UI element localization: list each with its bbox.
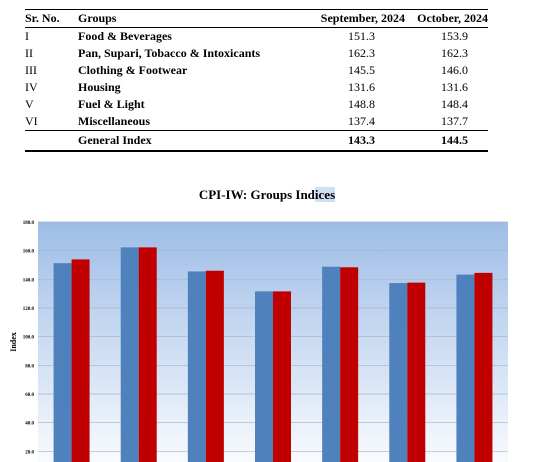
y-tick-label: 120.0 <box>23 307 35 312</box>
header-sr-no: Sr. No. <box>25 9 78 28</box>
table-row: III Clothing & Footwear 145.5 146.0 <box>25 62 488 79</box>
y-tick-label: 80.0 <box>25 364 34 369</box>
bar-series1 <box>255 291 273 462</box>
bar-series1 <box>120 247 139 462</box>
row-sr-no: VI <box>25 114 38 128</box>
bar-series2 <box>474 272 493 462</box>
chart-title: CPI-IW: Groups Indices <box>0 187 534 203</box>
header-october: October, 2024 <box>405 9 488 28</box>
row-group: Fuel & Light <box>78 97 145 111</box>
row-sr-no: III <box>25 63 37 77</box>
table-row: V Fuel & Light 148.8 148.4 <box>25 96 488 113</box>
chart-title-highlighted-text: ices <box>314 187 336 202</box>
row-sr-no: V <box>25 97 34 111</box>
total-october-value: 144.5 <box>405 130 488 152</box>
table-row: IV Housing 131.6 131.6 <box>25 79 488 96</box>
row-october-value: 148.4 <box>441 97 468 111</box>
table-row: II Pan, Supari, Tobacco & Intoxicants 16… <box>25 45 488 62</box>
bar-series2 <box>407 282 426 462</box>
bar-series2 <box>138 247 157 462</box>
row-october-value: 131.6 <box>441 80 468 94</box>
row-october-value: 162.3 <box>441 46 468 60</box>
total-sr-no <box>25 130 78 152</box>
table-row: VI Miscellaneous 137.4 137.7 <box>25 113 488 131</box>
row-october-value: 153.9 <box>441 29 468 43</box>
total-group: General Index <box>78 130 290 152</box>
bar-series2 <box>205 270 224 462</box>
row-sr-no: I <box>25 29 29 43</box>
y-tick-label: 40.0 <box>25 422 34 427</box>
row-group: Pan, Supari, Tobacco & Intoxicants <box>78 46 261 60</box>
chart-title-text: CPI-IW: Groups Ind <box>198 187 315 202</box>
y-tick-label: 100.0 <box>23 336 35 341</box>
bar-series2 <box>340 267 359 462</box>
row-september-value: 145.5 <box>348 63 375 77</box>
row-october-value: 146.0 <box>441 63 468 77</box>
header-groups: Groups <box>78 9 290 28</box>
header-september: September, 2024 <box>290 9 405 28</box>
bar-series2 <box>273 291 291 462</box>
row-group: Clothing & Footwear <box>78 63 188 77</box>
table-row: I Food & Beverages 151.3 153.9 <box>25 28 488 46</box>
bar-series1 <box>53 263 72 462</box>
row-sr-no: IV <box>25 80 38 94</box>
row-september-value: 162.3 <box>348 46 375 60</box>
bar-series2 <box>71 259 90 462</box>
row-group: Food & Beverages <box>78 29 172 43</box>
row-september-value: 137.4 <box>348 114 375 128</box>
bar-series1 <box>389 283 408 462</box>
total-september-value: 143.3 <box>290 130 405 152</box>
table-total-row: General Index 143.3 144.5 <box>25 130 488 152</box>
y-axis-label: Index <box>9 332 18 352</box>
row-group: Housing <box>78 80 121 94</box>
cpi-groups-table: Sr. No. Groups September, 2024 October, … <box>25 9 488 152</box>
bar-series1 <box>187 271 206 462</box>
table-header-row: Sr. No. Groups September, 2024 October, … <box>25 9 488 28</box>
y-tick-label: 60.0 <box>25 393 34 398</box>
y-tick-label: 140.0 <box>23 278 35 283</box>
row-october-value: 137.7 <box>441 114 468 128</box>
row-sr-no: II <box>25 46 33 60</box>
row-group: Miscellaneous <box>78 114 150 128</box>
y-tick-label: 180.0 <box>23 221 35 226</box>
y-tick-label: 20.0 <box>25 450 34 455</box>
bar-series1 <box>456 274 475 462</box>
bar-series1 <box>322 266 341 462</box>
row-september-value: 148.8 <box>348 97 375 111</box>
row-september-value: 151.3 <box>348 29 375 43</box>
row-september-value: 131.6 <box>348 80 375 94</box>
y-tick-label: 160.0 <box>23 250 35 255</box>
